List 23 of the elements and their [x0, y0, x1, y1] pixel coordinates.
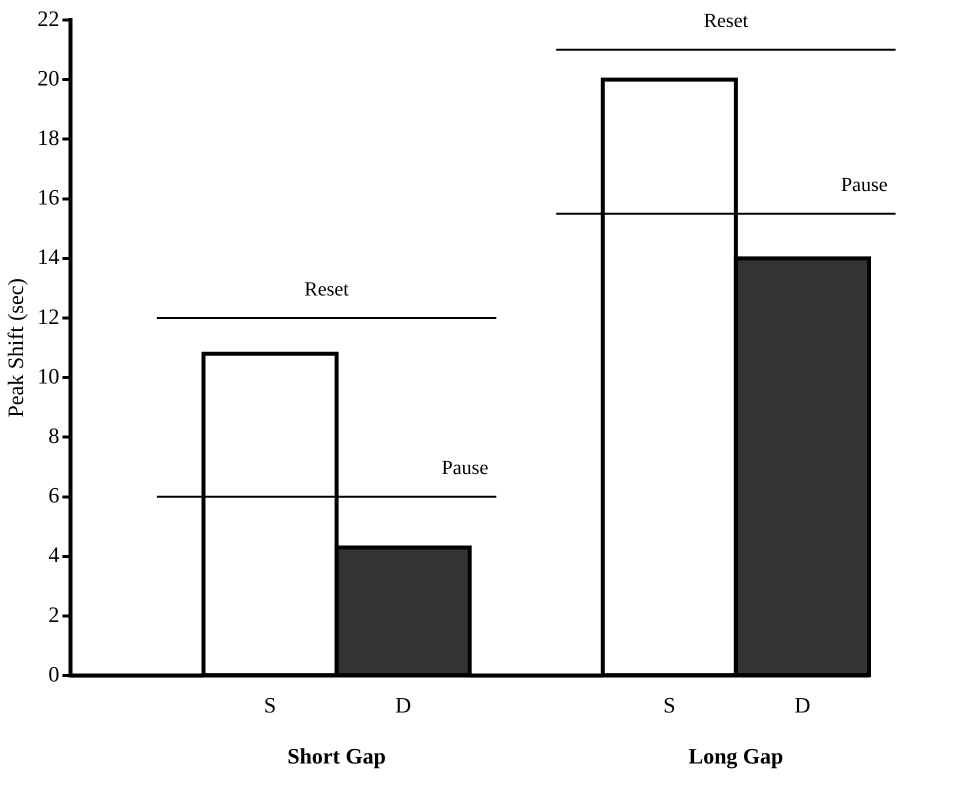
y-tick-label: 8: [48, 422, 60, 448]
y-tick-label: 4: [48, 542, 60, 568]
y-tick-label: 0: [48, 661, 60, 686]
x-tick-label: S: [663, 692, 676, 718]
y-axis-title: Peak Shift (sec): [2, 278, 28, 418]
y-tick-label: 22: [37, 6, 60, 31]
y-tick-label: 2: [48, 602, 60, 627]
y-tick-label: 10: [37, 363, 60, 388]
x-tick-label: S: [264, 692, 276, 718]
y-tick-label: 20: [37, 65, 60, 90]
y-tick-label: 12: [37, 304, 60, 329]
ref-line-label: Pause: [840, 174, 888, 196]
ref-line-label: Reset: [304, 278, 350, 300]
text: Long Gap: [688, 743, 784, 768]
y-tick-label: 6: [48, 482, 60, 508]
x-tick-label: D: [395, 692, 412, 718]
y-tick-label: 18: [37, 124, 60, 150]
x-tick-label: D: [794, 692, 810, 718]
ref-line-label: Pause: [442, 457, 488, 480]
ref-line-label: Reset: [704, 10, 749, 32]
y-tick-label: 16: [37, 184, 60, 210]
text: Short Gap: [287, 743, 386, 768]
y-tick-label: 14: [37, 244, 60, 270]
